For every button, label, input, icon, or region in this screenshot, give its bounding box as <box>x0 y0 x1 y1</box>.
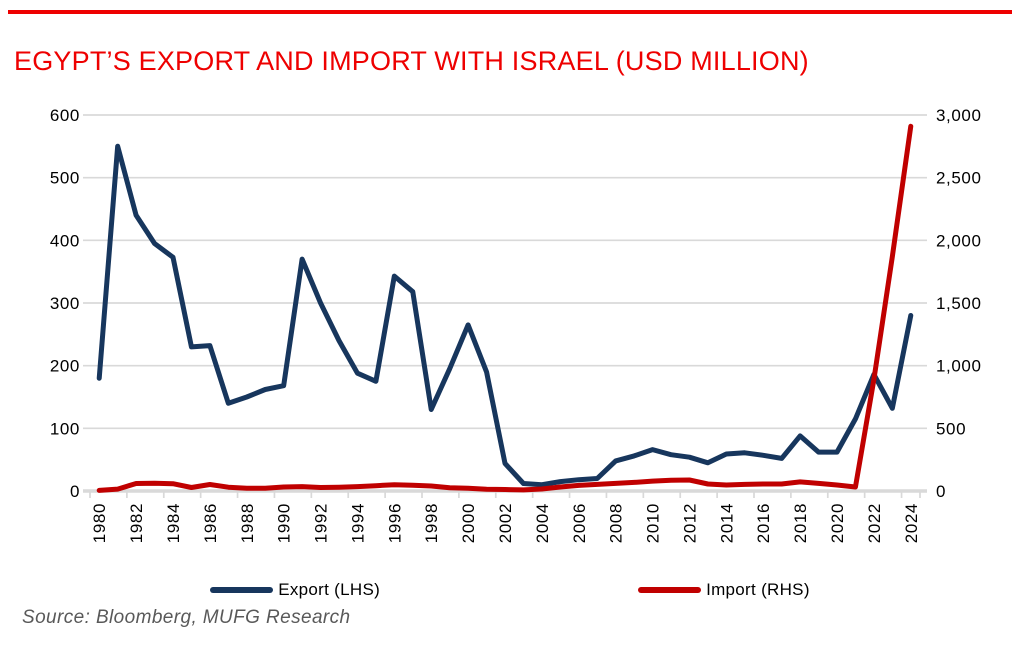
svg-text:0: 0 <box>70 482 80 501</box>
line-chart: 0 100 200 300 400 500 600 0 500 1,000 1,500 2,000 2,… <box>50 106 982 543</box>
svg-text:1994: 1994 <box>348 503 367 543</box>
svg-text:0: 0 <box>936 482 946 501</box>
svg-text:2008: 2008 <box>607 503 626 543</box>
svg-text:2022: 2022 <box>865 503 884 543</box>
chart-title: EGYPT’S EXPORT AND IMPORT WITH ISRAEL (U… <box>14 46 809 76</box>
chart-legend: Export (LHS) Import (RHS) <box>0 577 1020 603</box>
svg-text:2010: 2010 <box>644 503 663 543</box>
svg-text:3,000: 3,000 <box>936 106 982 125</box>
svg-text:1996: 1996 <box>385 503 404 543</box>
svg-text:1984: 1984 <box>164 503 183 543</box>
svg-text:2020: 2020 <box>828 503 847 543</box>
svg-text:1986: 1986 <box>201 503 220 543</box>
svg-text:500: 500 <box>50 169 80 188</box>
svg-text:200: 200 <box>50 357 80 376</box>
legend-label-import: Import (RHS) <box>706 580 810 599</box>
legend-label-export: Export (LHS) <box>278 580 381 599</box>
import-line-swatch <box>638 587 702 593</box>
svg-text:1,500: 1,500 <box>936 294 982 313</box>
svg-text:2018: 2018 <box>791 503 810 543</box>
svg-text:2012: 2012 <box>680 503 699 543</box>
svg-text:2,000: 2,000 <box>936 231 982 250</box>
svg-text:2004: 2004 <box>533 503 552 543</box>
svg-text:1982: 1982 <box>127 503 146 543</box>
top-accent-rule <box>8 10 1012 14</box>
legend-item-export: Export (LHS) <box>210 580 380 600</box>
svg-text:600: 600 <box>50 106 80 125</box>
svg-text:1988: 1988 <box>238 503 257 543</box>
svg-text:1992: 1992 <box>312 503 331 543</box>
svg-text:2,500: 2,500 <box>936 169 982 188</box>
svg-text:2006: 2006 <box>570 503 589 543</box>
source-note: Source: Bloomberg, MUFG Research <box>22 607 351 628</box>
svg-text:1998: 1998 <box>422 503 441 543</box>
svg-text:500: 500 <box>936 419 966 438</box>
export-line-swatch <box>210 587 274 593</box>
svg-text:2024: 2024 <box>902 503 921 543</box>
svg-text:2002: 2002 <box>496 503 515 543</box>
svg-text:1,000: 1,000 <box>936 357 982 376</box>
svg-text:1980: 1980 <box>90 503 109 543</box>
legend-item-import: Import (RHS) <box>638 580 810 600</box>
svg-text:2016: 2016 <box>754 503 773 543</box>
svg-text:2000: 2000 <box>459 503 478 543</box>
svg-text:100: 100 <box>50 419 80 438</box>
svg-text:1990: 1990 <box>275 503 294 543</box>
svg-text:300: 300 <box>50 294 80 313</box>
svg-text:2014: 2014 <box>717 503 736 543</box>
svg-text:400: 400 <box>50 231 80 250</box>
